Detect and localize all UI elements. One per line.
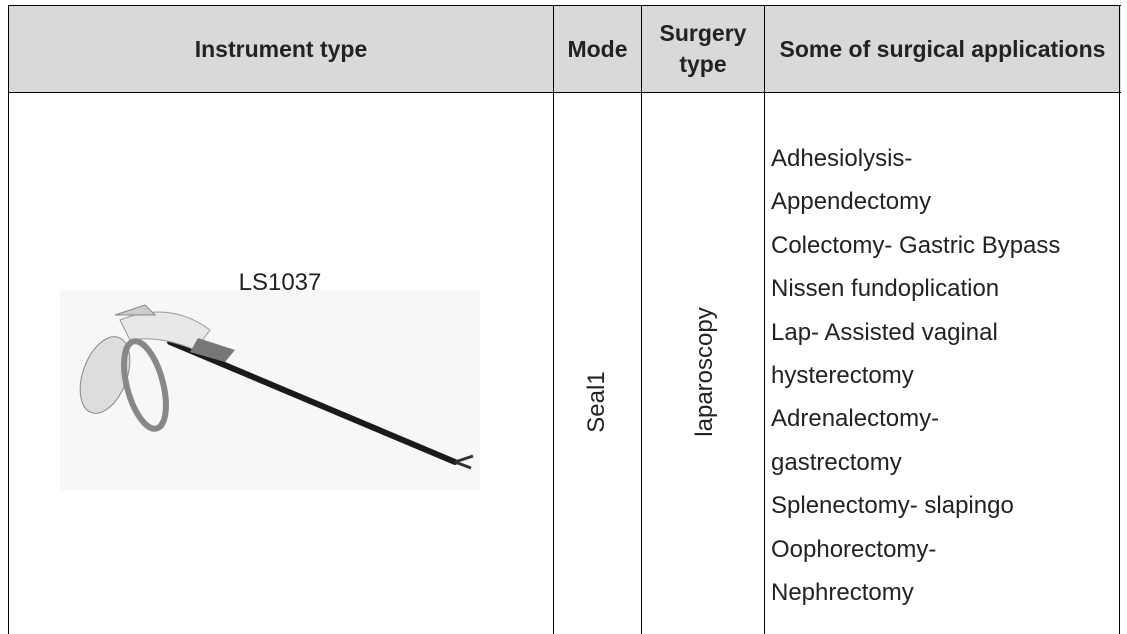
header-cell: Mode	[553, 5, 642, 93]
instrument-image	[60, 290, 480, 490]
application-line: Splenectomy- slapingo	[771, 484, 1060, 527]
page: Instrument type Mode Surgery type Some o…	[0, 0, 1127, 634]
border	[641, 5, 642, 634]
application-line: hysterectomy	[771, 354, 1060, 397]
mode: Seal1	[583, 371, 611, 432]
surgery-type: laparoscopy	[691, 307, 719, 436]
application-line: Adrenalectomy-	[771, 397, 1060, 440]
application-line: Nissen fundoplication	[771, 267, 1060, 310]
border	[764, 5, 765, 634]
header-cell: Instrument type	[8, 5, 554, 93]
application-line: Colectomy- Gastric Bypass	[771, 224, 1060, 267]
border	[1119, 5, 1120, 634]
application-line: Nephrectomy	[771, 571, 1060, 614]
application-line: Appendectomy	[771, 180, 1060, 223]
application-line: Oophorectomy-	[771, 528, 1060, 571]
application-line: Adhesiolysis-	[771, 137, 1060, 180]
border	[8, 5, 9, 634]
header-cell: Surgery type	[641, 5, 765, 93]
header-cell: Some of surgical applications	[764, 5, 1121, 93]
border	[553, 5, 554, 634]
application-line: Lap- Assisted vaginal	[771, 311, 1060, 354]
application-line: gastrectomy	[771, 441, 1060, 484]
